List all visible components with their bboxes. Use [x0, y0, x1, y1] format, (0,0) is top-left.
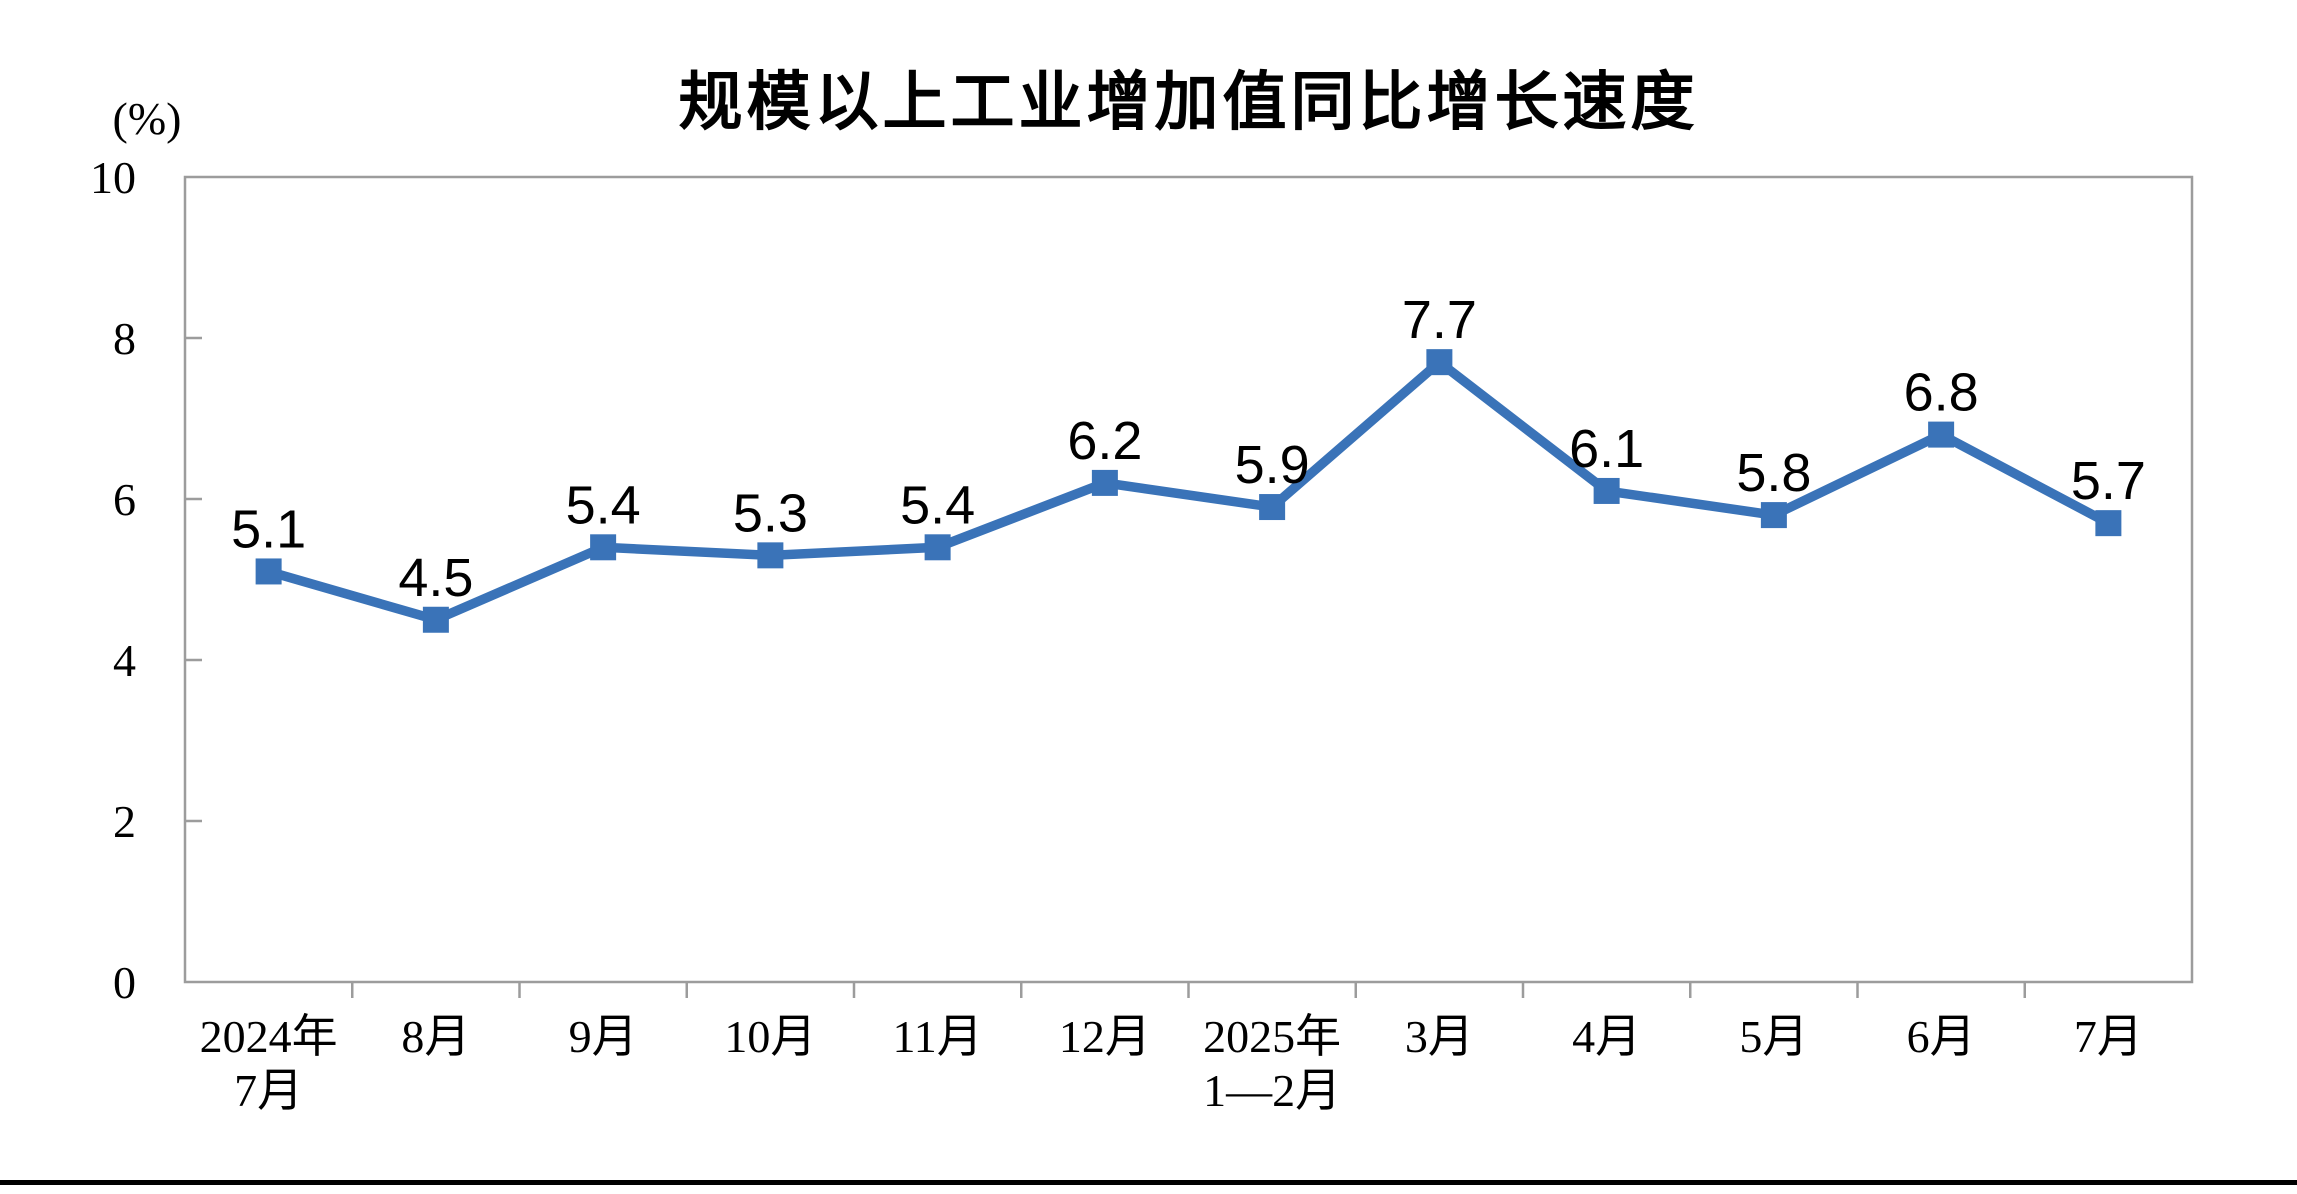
data-point-marker	[2095, 510, 2122, 537]
data-point-marker	[1760, 502, 1787, 529]
data-point-marker	[1091, 469, 1118, 496]
data-point-label: 7.7	[1402, 290, 1477, 350]
data-point-marker	[1426, 349, 1453, 376]
y-axis-tick-label: 0	[113, 957, 136, 1008]
y-axis-tick-label: 6	[113, 474, 136, 525]
y-axis-tick-label: 8	[113, 313, 136, 364]
data-point-marker	[590, 534, 617, 561]
x-axis-category-label: 8月	[401, 1011, 470, 1062]
data-point-marker	[422, 606, 449, 633]
x-axis-category-label: 4月	[1572, 1011, 1641, 1062]
y-axis-tick-label: 2	[113, 796, 136, 847]
data-point-label: 5.3	[733, 483, 808, 543]
data-point-label: 5.4	[566, 475, 641, 535]
x-axis-category-label: 2024年 7月	[200, 1011, 338, 1116]
data-point-label: 4.5	[398, 548, 473, 608]
data-point-label: 5.4	[900, 475, 975, 535]
x-axis-category-label: 3月	[1405, 1011, 1474, 1062]
x-axis-category-label: 12月	[1059, 1011, 1151, 1062]
data-point-marker	[757, 542, 784, 569]
x-axis-category-label: 11月	[892, 1011, 982, 1062]
data-point-label: 5.7	[2071, 451, 2146, 511]
data-point-marker	[924, 534, 951, 561]
data-point-marker	[1928, 421, 1955, 448]
x-axis-category-label: 7月	[2074, 1011, 2143, 1062]
x-axis-category-label: 9月	[569, 1011, 638, 1062]
y-axis-tick-label: 10	[90, 152, 136, 203]
plot-border	[183, 175, 2194, 984]
y-axis-tick-label: 4	[113, 635, 136, 686]
data-series-line	[267, 356, 2111, 625]
data-point-marker	[255, 558, 282, 585]
data-point-label: 6.2	[1067, 411, 1142, 471]
x-axis-category-label: 5月	[1739, 1011, 1808, 1062]
data-point-label: 5.1	[231, 499, 306, 559]
data-point-label: 5.8	[1736, 443, 1811, 503]
data-point-marker	[1259, 494, 1286, 521]
data-point-label: 6.8	[1904, 363, 1979, 423]
x-axis-category-label: 6月	[1907, 1011, 1976, 1062]
y-axis-unit-label: (%)	[112, 93, 182, 144]
x-axis-category-label: 10月	[724, 1011, 816, 1062]
chart-title: 规模以上工业增加值同比增长速度	[678, 66, 1699, 138]
data-point-marker	[1593, 477, 1620, 504]
x-axis-category-label: 2025年 1—2月	[1203, 1011, 1341, 1116]
page-bottom-divider	[0, 1180, 2297, 1185]
data-point-label: 6.1	[1569, 419, 1644, 479]
data-point-label: 5.9	[1235, 435, 1310, 495]
